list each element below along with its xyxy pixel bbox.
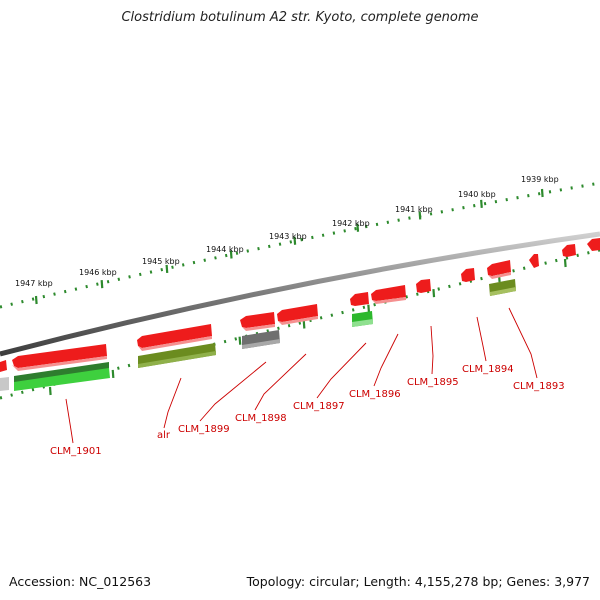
scale-label-1945: 1945 kbp <box>142 257 180 266</box>
gene-arrow <box>137 324 212 348</box>
gene-block <box>490 287 516 296</box>
gene-arrow <box>372 297 406 304</box>
leader-line <box>316 342 367 399</box>
gene-arrow <box>277 304 318 322</box>
leader-line <box>430 325 434 375</box>
gene-arrow <box>562 244 576 257</box>
scale-labels: 1939 kbp 1940 kbp 1941 kbp 1942 kbp 1943… <box>15 175 559 288</box>
scale-tick <box>302 320 306 329</box>
gene-arrow <box>488 272 511 279</box>
gene-arrow <box>371 285 406 301</box>
leader-line <box>476 316 487 362</box>
gene-arrow <box>487 260 511 276</box>
scale-tick <box>356 223 360 232</box>
scale-label-1939: 1939 kbp <box>521 175 559 184</box>
accession-text: Accession: NC_012563 <box>9 574 152 589</box>
gene-label-clm-1901: CLM_1901 <box>50 446 102 457</box>
inner-scale-track <box>0 248 600 400</box>
scale-label-1946: 1946 kbp <box>79 268 117 277</box>
gene-arrow <box>12 344 107 368</box>
gene-label-alr: alr <box>157 430 171 441</box>
scale-tick <box>563 258 567 268</box>
forward-genes <box>0 238 600 372</box>
gene-label-clm-1897: CLM_1897 <box>293 401 345 412</box>
scale-label-1944: 1944 kbp <box>206 245 244 254</box>
scale-tick <box>238 336 242 345</box>
gene-label-clm-1894: CLM_1894 <box>462 364 514 375</box>
gene-block <box>242 339 280 349</box>
outer-scale-ticks <box>34 188 544 305</box>
page-title: Clostridium botulinum A2 str. Kyoto, com… <box>121 10 479 25</box>
leader-line <box>254 353 307 411</box>
scale-tick <box>34 295 38 305</box>
scale-tick <box>367 304 371 313</box>
gene-block <box>352 319 373 327</box>
scale-tick <box>165 264 169 274</box>
gene-arrow <box>240 312 275 328</box>
scale-label-1947: 1947 kbp <box>15 279 53 288</box>
gene-block <box>14 368 110 391</box>
scale-tick <box>480 199 483 208</box>
gene-arrow <box>350 292 369 306</box>
scale-tick <box>418 211 422 220</box>
gene-label-clm-1895: CLM_1895 <box>407 377 459 388</box>
gene-block <box>138 351 216 368</box>
scale-label-1940: 1940 kbp <box>458 190 496 199</box>
genome-backbone <box>0 231 600 357</box>
leader-line <box>65 398 74 444</box>
gene-labels: CLM_1893 CLM_1894 CLM_1895 CLM_1896 CLM_… <box>50 364 565 457</box>
gene-label-clm-1893: CLM_1893 <box>513 381 565 392</box>
gene-arrow <box>416 279 431 293</box>
gene-arrow <box>242 324 275 331</box>
leader-line <box>199 361 267 422</box>
gene-label-clm-1896: CLM_1896 <box>349 389 401 400</box>
gene-arrow <box>461 268 475 282</box>
reverse-genes <box>0 279 516 391</box>
scale-label-1943: 1943 kbp <box>269 232 307 241</box>
scale-label-1941: 1941 kbp <box>395 205 433 214</box>
leader-lines <box>65 307 538 444</box>
scale-label-1942: 1942 kbp <box>332 219 370 228</box>
gene-arrow <box>278 316 318 325</box>
scale-tick <box>432 289 436 298</box>
scale-tick <box>540 188 544 198</box>
gene-label-clm-1899: CLM_1899 <box>178 424 230 435</box>
scale-tick <box>100 280 104 289</box>
leader-line <box>163 377 182 429</box>
scale-tick <box>293 236 297 245</box>
scale-tick <box>111 369 115 378</box>
scale-tick <box>48 386 52 396</box>
gene-arrow <box>12 356 107 371</box>
leader-line <box>508 307 538 379</box>
gene-arrow <box>138 336 212 351</box>
gene-arrow <box>587 238 600 251</box>
scale-tick <box>229 250 233 259</box>
topology-text: Topology: circular; Length: 4,155,278 bp… <box>246 574 590 589</box>
gene-block <box>0 377 9 391</box>
gene-arrow <box>529 254 539 268</box>
leader-line <box>373 333 399 387</box>
gene-label-clm-1898: CLM_1898 <box>235 413 287 424</box>
gene-arrow <box>0 360 7 372</box>
